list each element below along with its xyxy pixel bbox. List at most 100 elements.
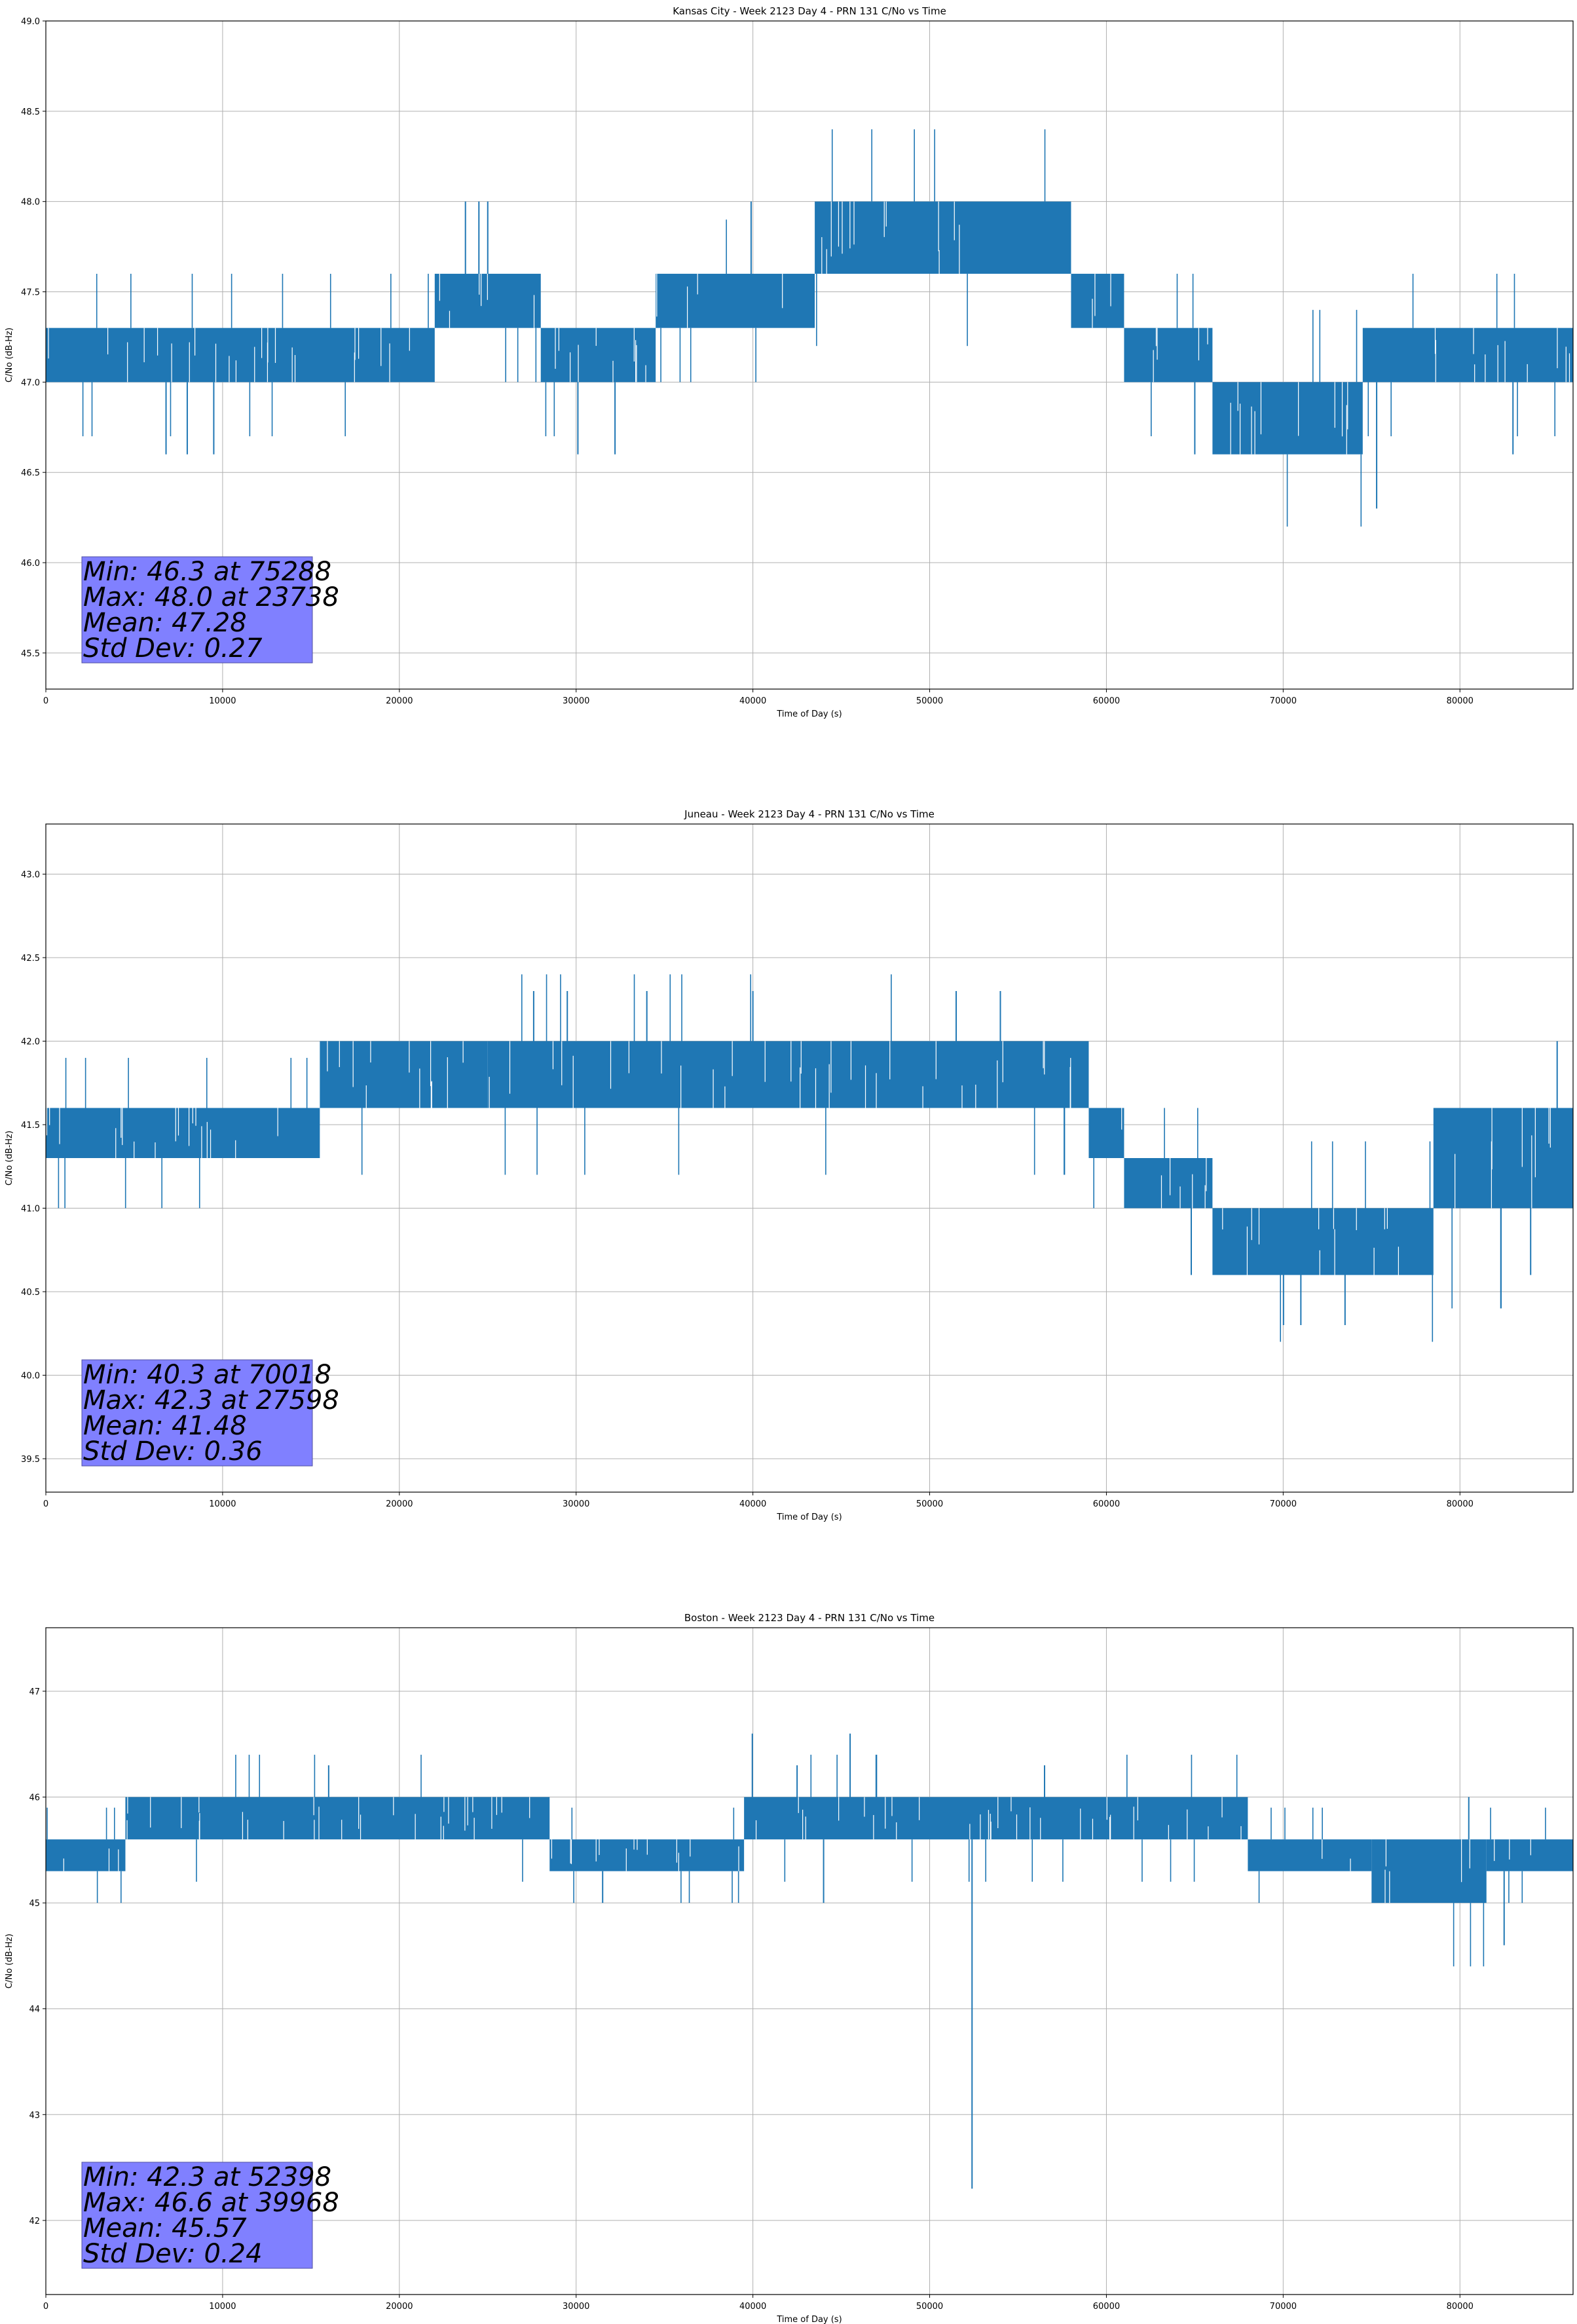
series-gap xyxy=(358,328,360,359)
y-tick-label: 47 xyxy=(29,1687,40,1697)
series-gap xyxy=(393,1797,394,1816)
x-tick-label: 80000 xyxy=(1447,2302,1474,2312)
series-gap xyxy=(828,1064,830,1108)
series-gap xyxy=(1094,273,1096,316)
series-band xyxy=(46,1108,320,1158)
series-gap xyxy=(990,1813,991,1840)
series-gap xyxy=(449,310,451,328)
series-gap xyxy=(764,1041,766,1082)
stats-line: Max: 48.0 at 23738 xyxy=(83,582,339,612)
series-gap xyxy=(633,328,635,362)
x-tick-label: 0 xyxy=(43,2302,48,2312)
x-tick-label: 50000 xyxy=(916,1499,943,1509)
y-tick-label: 39.5 xyxy=(21,1455,40,1465)
series-band xyxy=(656,273,815,328)
x-tick-label: 60000 xyxy=(1093,1499,1120,1509)
series-gap xyxy=(826,249,827,274)
series-gap xyxy=(697,273,698,295)
series-gap xyxy=(443,1797,445,1812)
series-gap xyxy=(889,1041,891,1079)
x-tick-label: 40000 xyxy=(739,1499,766,1509)
x-tick-label: 60000 xyxy=(1093,696,1120,706)
series-gap xyxy=(439,273,440,301)
x-tick-label: 10000 xyxy=(209,696,236,706)
series-gap xyxy=(1491,1141,1493,1209)
series-gap xyxy=(1384,1869,1386,1903)
series-gap xyxy=(419,1068,420,1108)
stats-box-background xyxy=(81,556,313,664)
series-gap xyxy=(235,1140,236,1158)
series-gap xyxy=(636,345,637,383)
series-gap xyxy=(815,1068,817,1108)
series-gap xyxy=(1333,1208,1335,1229)
series-gap xyxy=(961,1085,963,1108)
series-gap xyxy=(430,1081,432,1108)
series-gap xyxy=(462,1041,464,1063)
series-gap xyxy=(107,328,109,355)
series-band xyxy=(1486,1839,1573,1871)
series-gap xyxy=(1110,1814,1111,1840)
series-gap xyxy=(1346,405,1347,455)
series-band xyxy=(1362,328,1573,383)
series-gap xyxy=(447,1057,448,1108)
stats-line: Mean: 41.48 xyxy=(83,1411,247,1441)
y-axis-label: C/No (dB-Hz) xyxy=(5,328,14,383)
series-gap xyxy=(595,328,597,347)
y-tick-label: 45.5 xyxy=(21,649,40,659)
series-gap xyxy=(430,1041,432,1087)
series-gap xyxy=(1531,1135,1532,1209)
x-tick-label: 50000 xyxy=(916,2302,943,2312)
series-gap xyxy=(635,340,637,383)
series-gap xyxy=(873,1814,874,1840)
series-gap xyxy=(680,1065,682,1108)
series-line xyxy=(46,129,1573,527)
series-gap xyxy=(365,1085,367,1108)
series-gap xyxy=(46,1108,48,1136)
series-band xyxy=(125,1797,550,1840)
series-gap xyxy=(853,201,855,245)
x-tick-label: 10000 xyxy=(209,2302,236,2312)
series-gap xyxy=(261,328,263,358)
series-band xyxy=(1212,1208,1434,1275)
x-tick-label: 0 xyxy=(43,696,48,706)
y-tick-label: 47.5 xyxy=(21,288,40,298)
x-tick-label: 40000 xyxy=(739,2302,766,2312)
series-gap xyxy=(1109,1816,1111,1840)
series-gap xyxy=(1509,1839,1510,1860)
series-gap xyxy=(1334,1229,1335,1275)
series-gap xyxy=(157,328,158,356)
series-gap xyxy=(201,1126,202,1158)
series-gap xyxy=(318,1807,320,1840)
series-band xyxy=(1124,1158,1213,1209)
series-gap xyxy=(1549,1108,1551,1148)
series-gap xyxy=(551,1839,553,1859)
series-gap xyxy=(1318,1208,1320,1229)
series-gap xyxy=(969,1824,971,1840)
series-gap xyxy=(1521,1108,1523,1167)
stats-line: Std Dev: 0.24 xyxy=(83,2239,263,2269)
series-gap xyxy=(1110,273,1111,307)
series-gap xyxy=(215,343,217,383)
y-tick-label: 41.0 xyxy=(21,1205,40,1214)
series-gap xyxy=(782,273,783,309)
x-tick-label: 50000 xyxy=(916,696,943,706)
series-gap xyxy=(473,1818,475,1840)
x-tick-label: 20000 xyxy=(386,696,413,706)
series-gap xyxy=(883,201,885,237)
series-gap xyxy=(127,1797,128,1814)
y-tick-label: 48.5 xyxy=(21,107,40,117)
stats-line: Min: 42.3 at 52398 xyxy=(83,2162,331,2192)
series-gap xyxy=(625,1848,627,1871)
chart-title: Boston - Week 2123 Day 4 - PRN 131 C/No … xyxy=(684,1612,935,1624)
series-gap xyxy=(1251,406,1252,455)
series-gap xyxy=(724,1086,726,1108)
y-tick-label: 42.5 xyxy=(21,954,40,964)
series-gap xyxy=(885,201,887,227)
stats-line: Std Dev: 0.27 xyxy=(83,633,263,664)
series-gap xyxy=(830,201,832,257)
x-tick-label: 20000 xyxy=(386,2302,413,2312)
series-gap xyxy=(210,1129,212,1158)
